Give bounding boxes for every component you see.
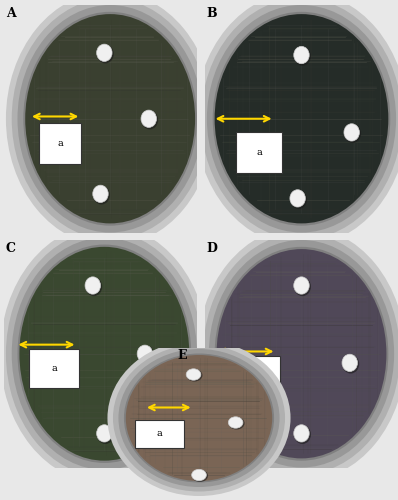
Bar xyxy=(135,420,184,448)
Bar xyxy=(29,349,79,388)
Ellipse shape xyxy=(215,247,388,460)
Text: a: a xyxy=(256,148,262,158)
Ellipse shape xyxy=(107,340,291,496)
Ellipse shape xyxy=(197,226,398,481)
Ellipse shape xyxy=(344,124,359,141)
Ellipse shape xyxy=(195,0,398,246)
Ellipse shape xyxy=(294,425,311,444)
Ellipse shape xyxy=(18,5,203,232)
Ellipse shape xyxy=(93,186,110,204)
Ellipse shape xyxy=(192,470,206,480)
Ellipse shape xyxy=(113,344,285,492)
Ellipse shape xyxy=(126,355,272,481)
Ellipse shape xyxy=(6,231,203,476)
Text: a: a xyxy=(57,140,63,148)
Text: a: a xyxy=(252,371,258,380)
Ellipse shape xyxy=(119,349,279,487)
Text: A: A xyxy=(6,8,16,20)
Ellipse shape xyxy=(25,14,195,224)
Ellipse shape xyxy=(0,224,209,483)
Text: D: D xyxy=(207,242,218,256)
Ellipse shape xyxy=(209,240,394,468)
Ellipse shape xyxy=(294,277,309,294)
Bar xyxy=(230,356,280,395)
Ellipse shape xyxy=(97,44,114,64)
Ellipse shape xyxy=(97,424,112,442)
Ellipse shape xyxy=(215,14,388,224)
Ellipse shape xyxy=(207,5,396,232)
Text: a: a xyxy=(157,429,162,438)
Ellipse shape xyxy=(192,470,208,482)
Bar xyxy=(236,132,282,173)
Ellipse shape xyxy=(137,346,154,364)
Ellipse shape xyxy=(344,124,361,143)
Text: a: a xyxy=(51,364,57,373)
Ellipse shape xyxy=(201,0,398,240)
Text: E: E xyxy=(177,349,187,362)
Ellipse shape xyxy=(290,190,307,209)
Ellipse shape xyxy=(97,44,112,62)
Ellipse shape xyxy=(18,244,191,463)
Ellipse shape xyxy=(85,277,100,294)
Ellipse shape xyxy=(294,277,311,296)
Ellipse shape xyxy=(294,46,311,66)
Ellipse shape xyxy=(342,354,359,374)
Ellipse shape xyxy=(12,238,197,470)
Ellipse shape xyxy=(186,369,201,380)
Ellipse shape xyxy=(137,345,152,362)
Ellipse shape xyxy=(23,12,197,226)
Ellipse shape xyxy=(290,190,305,207)
Ellipse shape xyxy=(294,424,309,442)
Ellipse shape xyxy=(93,185,108,202)
Ellipse shape xyxy=(12,0,209,240)
Bar xyxy=(39,124,81,164)
Ellipse shape xyxy=(217,249,386,458)
Ellipse shape xyxy=(294,46,309,64)
Text: B: B xyxy=(207,8,218,20)
Ellipse shape xyxy=(6,0,215,246)
Ellipse shape xyxy=(124,354,274,482)
Ellipse shape xyxy=(213,12,390,226)
Ellipse shape xyxy=(342,354,357,372)
Text: C: C xyxy=(6,242,16,256)
Ellipse shape xyxy=(141,110,156,128)
Ellipse shape xyxy=(228,417,245,430)
Ellipse shape xyxy=(186,369,203,382)
Ellipse shape xyxy=(228,417,243,428)
Ellipse shape xyxy=(20,247,189,460)
Ellipse shape xyxy=(97,425,114,444)
Ellipse shape xyxy=(141,110,158,130)
Ellipse shape xyxy=(85,277,102,296)
Ellipse shape xyxy=(203,233,398,474)
